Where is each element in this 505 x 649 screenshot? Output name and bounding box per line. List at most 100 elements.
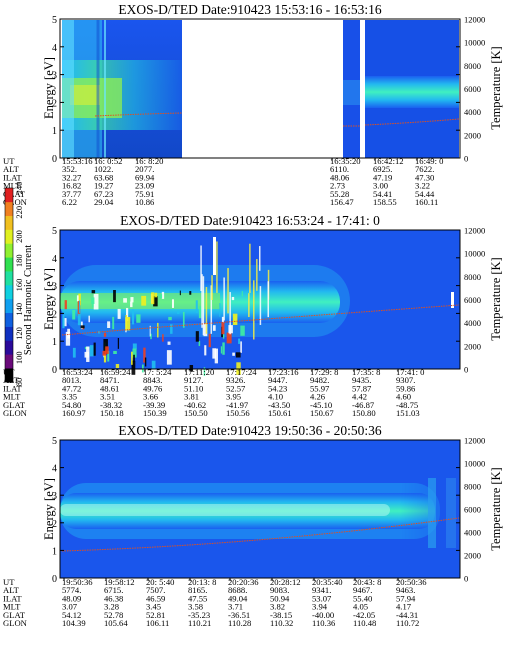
ephemeris-value: 17:23:16 (268, 367, 299, 377)
ephemeris-value: 54.80 (62, 400, 81, 410)
temperature-tick-label: 0 (464, 154, 468, 164)
temperature-tick-label: 2000 (464, 130, 481, 140)
panel-1-temperature-axis: 0 2000 4000 6000 8000 10000 12000 (464, 15, 485, 164)
ephemeris-value: 160.97 (62, 408, 86, 418)
panel-3-energy-axis: 0 1 2 3 4 5 (52, 436, 460, 585)
panel-3-temperature-axis-label: Temperature [K] (489, 467, 503, 550)
temperature-tick-label: 0 (464, 574, 468, 584)
ephemeris-value: 16:42:12 (373, 156, 404, 166)
ephemeris-value: 4.10 (268, 392, 283, 402)
energy-tick-label: 1 (52, 337, 57, 348)
ephemeris-value: 20:43: 8 (353, 577, 381, 587)
ephemeris-value: 3.45 (146, 602, 161, 612)
ephemeris-value: 9326. (226, 375, 245, 385)
ephemeris-value: -40.62 (184, 400, 206, 410)
ephemeris-value: 6925. (373, 164, 392, 174)
panel-3-temperature-axis: 0 2000 4000 6000 8000 10000 12000 (464, 436, 485, 584)
ephemeris-value: 47.55 (188, 593, 207, 603)
ephemeris-row-label: UT (3, 156, 15, 166)
panel-1: EXOS-D/TED Date:910423 15:53:16 - 16:53:… (3, 2, 503, 207)
ephemeris-value: 52.57 (226, 383, 246, 393)
ephemeris-value: 54.12 (62, 610, 81, 620)
colorbar-segment (5, 229, 13, 244)
colorbar-segment (5, 354, 13, 369)
ephemeris-value: 17:35: 8 (352, 367, 380, 377)
ephemeris-value: 5774. (62, 585, 81, 595)
ephemeris-value: 150.80 (352, 408, 376, 418)
ephemeris-value: 19:58:12 (104, 577, 135, 587)
ephemeris-row-label: ALT (3, 585, 20, 595)
ephemeris-value: -36.51 (228, 610, 250, 620)
ephemeris-value: 46.38 (104, 593, 123, 603)
ephemeris-value: 20: 5:40 (146, 577, 174, 587)
ephemeris-value: 20:20:36 (228, 577, 259, 587)
temperature-tick-label: 6000 (464, 84, 481, 94)
colorbar-segment (5, 368, 13, 383)
ephemeris-value: 9482. (310, 375, 329, 385)
panel-1-energy-axis-label: Energy [eV] (42, 57, 56, 119)
colorbar-segment (5, 201, 13, 217)
ephemeris-row-label: GLAT (3, 400, 26, 410)
ephemeris-value: 23.09 (135, 181, 154, 191)
ephemeris-value: 49.76 (143, 383, 163, 393)
ephemeris-value: 19:50:36 (62, 577, 93, 587)
energy-tick-label: 2 (52, 519, 57, 530)
ephemeris-value: 16:59:24 (100, 367, 131, 377)
ephemeris-value: 20:35:40 (312, 577, 343, 587)
ephemeris-value: 69.94 (135, 172, 155, 182)
ephemeris-row-label: ILAT (3, 593, 22, 603)
energy-tick-label: 3 (52, 71, 57, 82)
ephemeris-value: 16:35:20 (330, 156, 361, 166)
panel-2-temperature-axis: 0 2000 4000 6000 8000 10000 12000 (464, 226, 485, 375)
colorbar-segment (5, 340, 13, 355)
ephemeris-value: 3.00 (373, 181, 388, 191)
energy-tick-label: 3 (52, 491, 57, 502)
energy-tick-label: 1 (52, 126, 57, 137)
ephemeris-value: 4.60 (396, 392, 411, 402)
ephemeris-value: 3.71 (228, 602, 243, 612)
ephemeris-value: 150.56 (226, 408, 250, 418)
temperature-tick-label: 8000 (464, 272, 481, 282)
ephemeris-value: 110.28 (228, 618, 251, 628)
ephemeris-value: 110.72 (396, 618, 419, 628)
ephemeris-value: -43.50 (268, 400, 290, 410)
panel-2-temperature-axis-label: Temperature [K] (489, 257, 503, 340)
ephemeris-value: 150.18 (100, 408, 124, 418)
ephemeris-value: 8471. (100, 375, 119, 385)
panel-1-title: EXOS-D/TED Date:910423 15:53:16 - 16:53:… (118, 2, 381, 17)
panel-2-energy-axis-label: Energy [eV] (42, 268, 56, 330)
ephemeris-value: 55.97 (310, 383, 330, 393)
colorbar-segment (5, 188, 13, 203)
ephemeris-value: 57.87 (352, 383, 372, 393)
ephemeris-row-label: GLON (3, 408, 28, 418)
ephemeris-value: 3.58 (188, 602, 203, 612)
energy-tick-label: 2 (52, 309, 57, 320)
ephemeris-value: 20:50:36 (396, 577, 427, 587)
ephemeris-value: 59.86 (396, 383, 416, 393)
panel-2: EXOS-D/TED Date:910423 16:53:24 - 17:41:… (3, 213, 503, 418)
ephemeris-value: 15:53:16 (62, 156, 93, 166)
ephemeris-value: 17:11:20 (184, 367, 214, 377)
ephemeris-value: 37.77 (62, 189, 82, 199)
colorbar-segment (5, 298, 13, 314)
colorbar-tick-label: 100 (14, 351, 24, 364)
ephemeris-value: 16.82 (62, 181, 81, 191)
ephemeris-value: -35.23 (188, 610, 210, 620)
energy-tick-label: 0 (52, 574, 57, 585)
ephemeris-value: -40.00 (312, 610, 334, 620)
colorbar-segment (5, 326, 13, 341)
ephemeris-value: 3.28 (104, 602, 119, 612)
panel-2-temperature-trace (61, 304, 460, 336)
ephemeris-value: 8013. (62, 375, 81, 385)
ephemeris-value: 7622. (415, 164, 434, 174)
colorbar-segment (5, 243, 13, 258)
energy-tick-label: 1 (52, 546, 57, 557)
ephemeris-value: -48.75 (396, 400, 418, 410)
ephemeris-value: 57.94 (396, 593, 416, 603)
temperature-tick-label: 4000 (464, 107, 481, 117)
energy-tick-label: 3 (52, 282, 57, 293)
ephemeris-value: 3.35 (62, 392, 77, 402)
ephemeris-value: 1022. (94, 164, 113, 174)
